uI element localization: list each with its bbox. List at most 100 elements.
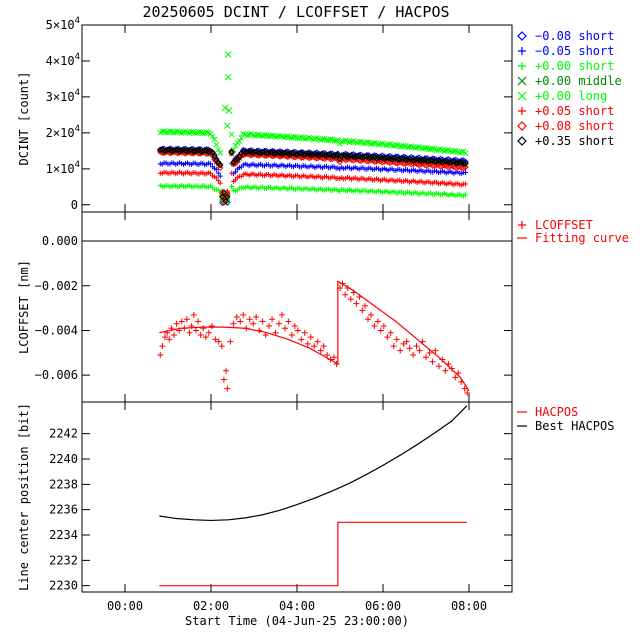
- lcoffset-point: [262, 331, 269, 338]
- dcint-point: [325, 151, 332, 158]
- x-tick-label: 00:00: [107, 599, 143, 613]
- lcoffset-point: [233, 314, 240, 321]
- lcoffset-point: [195, 318, 202, 325]
- lcoffset-point: [181, 325, 188, 332]
- legends: −0.08 short−0.05 short+0.00 short+0.00 m…: [517, 29, 629, 433]
- lcoffset-point: [397, 347, 404, 354]
- lcoffset-point: [419, 338, 426, 345]
- dcint-point: [302, 136, 309, 142]
- dcint-point: [232, 160, 239, 167]
- lcoffset-point: [344, 285, 351, 291]
- chart-title: 20250605 DCINT / LCOFFSET / HACPOS: [142, 3, 449, 21]
- lcoffset-point: [330, 354, 337, 361]
- dcint-spike-point: [221, 104, 229, 112]
- lcoffset-point: [237, 318, 244, 325]
- dcint-point: [215, 178, 221, 184]
- y-axis-label: LCOFFSET [nm]: [17, 260, 31, 354]
- dcint-point: [448, 158, 456, 166]
- lcoffset-point: [159, 343, 166, 350]
- lcoffset-point: [168, 325, 175, 332]
- lcoffset-point: [307, 334, 314, 341]
- dcint-point: [412, 156, 419, 163]
- lcoffset-point: [432, 347, 439, 354]
- legend-label: +0.05 short: [535, 104, 614, 118]
- axes-frames: 0 1×104 2×104 3×104 4×104 5×104 DCINT [count] 0…: [17, 16, 513, 628]
- lcoffset-point: [230, 320, 237, 327]
- dcint-point: [215, 146, 222, 153]
- dcint-point: [433, 147, 440, 154]
- dcint-point: [230, 159, 237, 166]
- dcint-point: [251, 148, 259, 156]
- lcoffset-point: [178, 318, 185, 325]
- lcoffset-point: [347, 296, 354, 303]
- dcint-point: [193, 146, 201, 154]
- dcint-point: [456, 158, 463, 166]
- dcint-point: [441, 148, 448, 155]
- lcoffset-point: [448, 365, 455, 372]
- dcint-point: [441, 158, 448, 165]
- lcoffset-point: [269, 316, 276, 323]
- lcoffset-point: [220, 376, 227, 383]
- lcoffset-point: [416, 347, 423, 354]
- x-tick-label: 02:00: [193, 599, 229, 613]
- lcoffset-point: [223, 367, 230, 374]
- lcoffset-point: [423, 354, 429, 361]
- legend-marker: [517, 91, 527, 101]
- y-tick-label: −0.006: [35, 368, 78, 382]
- lcoffset-point: [426, 349, 433, 356]
- dcint-point: [164, 146, 172, 153]
- dcint-point: [213, 141, 220, 148]
- dcint-point: [460, 164, 467, 172]
- legend-marker: [518, 221, 526, 229]
- dcint-point: [298, 134, 305, 140]
- lcoffset-point: [243, 325, 250, 332]
- dcint-point: [236, 138, 243, 144]
- lcoffset-point: [359, 307, 366, 314]
- lcoffset-point: [356, 293, 363, 300]
- lcoffset-point: [212, 336, 219, 343]
- dcint-point: [203, 129, 210, 135]
- dcint-point: [162, 148, 170, 155]
- lcoffset-point: [202, 334, 209, 341]
- lcoffset-point: [377, 327, 384, 334]
- lcoffset-point: [188, 323, 195, 329]
- legend-label: +0.00 short: [535, 59, 614, 73]
- lcoffset-point: [227, 338, 234, 345]
- lcoffset-point: [224, 385, 231, 392]
- legend-marker: [518, 107, 526, 115]
- lcoffset-point: [403, 338, 410, 345]
- lcoffset-point: [190, 311, 197, 318]
- y-axis-label: Line center position [bit]: [17, 403, 31, 591]
- y-tick-label: 2232: [49, 553, 78, 567]
- dcint-point: [261, 132, 268, 138]
- dcint-point: [217, 173, 223, 179]
- lcoffset-point: [442, 367, 449, 374]
- lcoffset-point: [380, 323, 387, 329]
- lcoffset-point: [250, 320, 257, 327]
- dcint-point: [429, 145, 436, 152]
- plot-data: [82, 51, 512, 587]
- lcoffset-point: [208, 323, 215, 329]
- dcint-point: [229, 170, 235, 176]
- lcoffset-point: [186, 329, 193, 336]
- legend-marker: [517, 121, 527, 131]
- lcoffset-point: [304, 340, 311, 347]
- dcint-point: [217, 149, 224, 156]
- lcoffset-point: [371, 323, 378, 329]
- lcoffset-point: [461, 385, 468, 392]
- dcint-point: [463, 181, 469, 187]
- dcint-point: [398, 155, 405, 162]
- lcoffset-point: [291, 323, 298, 329]
- dcint-point: [334, 151, 342, 159]
- dcint-point: [280, 149, 288, 157]
- dcint-point: [232, 156, 239, 164]
- dcint-point: [218, 193, 226, 201]
- dcint-point: [367, 141, 374, 147]
- lcoffset-point: [337, 285, 343, 291]
- dcint-point: [383, 154, 390, 162]
- legend-label: −0.05 short: [535, 44, 614, 58]
- lcoffset-point: [294, 327, 301, 334]
- lcoffset-point: [161, 334, 168, 341]
- lcoffset-point: [387, 329, 394, 336]
